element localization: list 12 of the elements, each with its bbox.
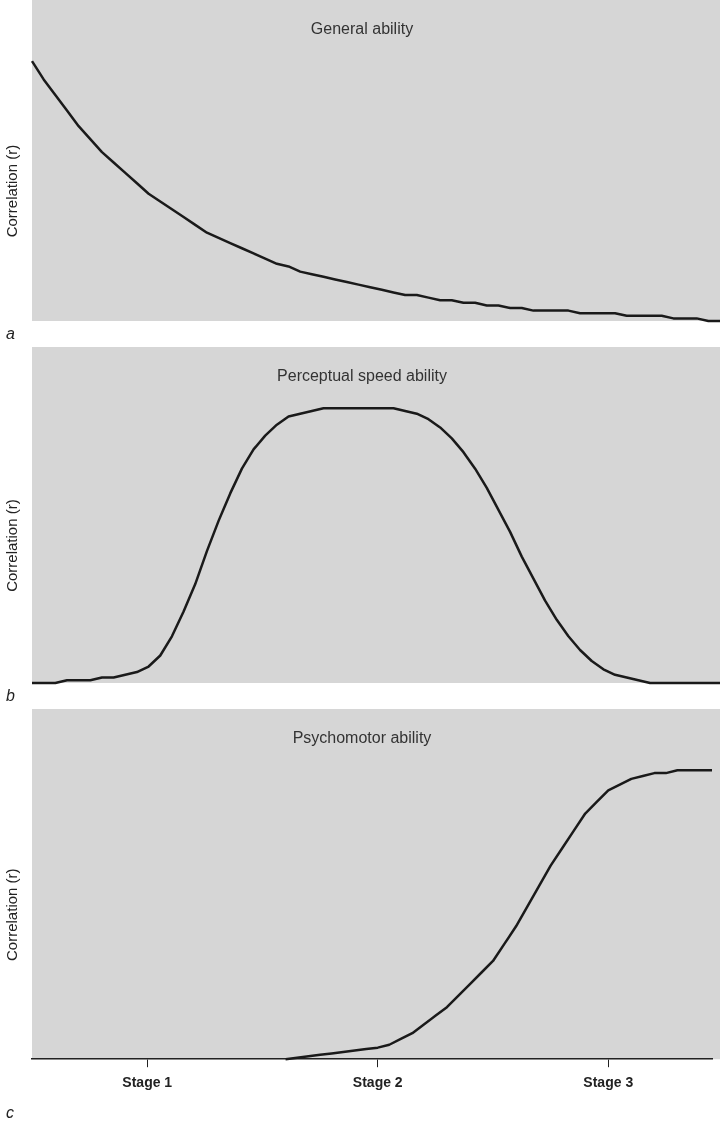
text: c	[5, 1104, 15, 1123]
chart-title: Psychomotor ability	[292, 729, 432, 747]
y-axis-title: Correlation (r)	[3, 868, 21, 961]
chart-title: Perceptual speed ability	[277, 367, 447, 385]
x-tick-label: Stage 3	[583, 1074, 634, 1091]
chart-title: General ability	[310, 20, 414, 38]
x-tick-label: Stage 2	[352, 1074, 403, 1091]
x-tick-label: Stage 1	[122, 1074, 173, 1091]
y-axis-title: Correlation (r)	[3, 499, 21, 592]
text: b	[5, 687, 16, 706]
text: a	[5, 325, 16, 344]
y-axis-title: Correlation (r)	[3, 144, 21, 238]
